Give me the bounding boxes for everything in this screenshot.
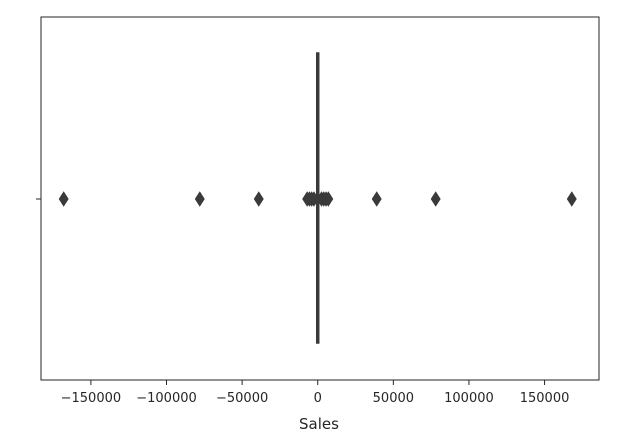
boxplot-marks (58, 52, 577, 344)
x-tick-label: 0 (314, 391, 322, 406)
x-tick-label: −150000 (61, 391, 122, 406)
x-tick-label: 150000 (520, 391, 570, 406)
outlier-point (253, 191, 264, 207)
x-axis-ticks: −150000 −100000 −50000 0 50000 100000 150000 (61, 380, 570, 406)
x-tick-label: 50000 (373, 391, 414, 406)
x-tick-label: −100000 (136, 391, 197, 406)
x-axis-label: Sales (299, 415, 339, 433)
outlier-point (371, 191, 382, 207)
outlier-point (323, 191, 334, 207)
outlier-point (308, 191, 319, 207)
x-tick-label: 100000 (444, 391, 494, 406)
outlier-point (58, 191, 69, 207)
outlier-point (566, 191, 577, 207)
outlier-point (194, 191, 205, 207)
outlier-point (430, 191, 441, 207)
x-tick-label: −50000 (216, 391, 268, 406)
